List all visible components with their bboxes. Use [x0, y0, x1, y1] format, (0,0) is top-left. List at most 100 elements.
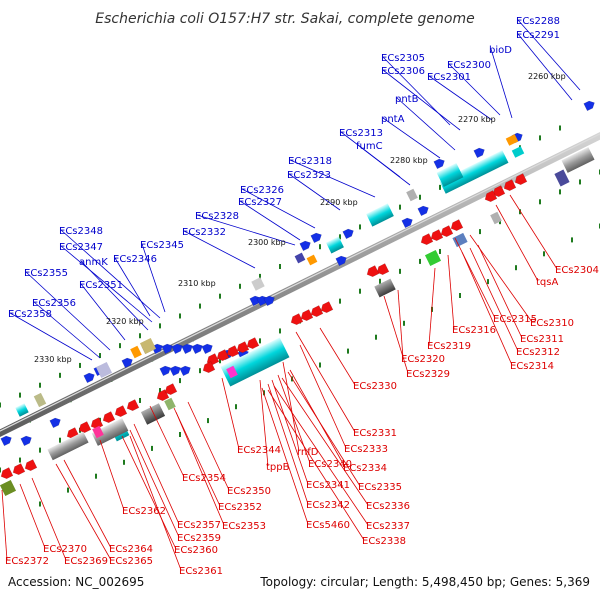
operon-block[interactable]	[436, 162, 464, 188]
forward-gene-label-ecs2327[interactable]: ECs2327	[238, 197, 282, 208]
forward-gene-label-ecs2288[interactable]: ECs2288	[516, 16, 560, 27]
reverse-gene-arrow[interactable]	[483, 190, 498, 204]
forward-gene-label-ecs2345[interactable]: ECs2345	[140, 240, 184, 251]
reverse-gene-label-tppb[interactable]: tppB	[266, 462, 290, 473]
operon-block[interactable]	[452, 232, 468, 248]
forward-gene-arrow[interactable]	[191, 342, 205, 355]
reverse-gene-arrow[interactable]	[502, 179, 517, 193]
reverse-gene-arrow[interactable]	[11, 463, 26, 477]
operon-block[interactable]	[95, 361, 113, 379]
forward-gene-label-ecs2355[interactable]: ECs2355	[24, 268, 68, 279]
operon-block[interactable]	[490, 211, 502, 225]
reverse-gene-arrow[interactable]	[375, 263, 390, 277]
forward-gene-arrow[interactable]	[171, 342, 185, 355]
reverse-gene-arrow[interactable]	[491, 185, 506, 199]
forward-gene-arrow[interactable]	[433, 157, 447, 170]
forward-gene-arrow[interactable]	[299, 239, 313, 252]
reverse-gene-label-ecs2338[interactable]: ECs2338	[362, 536, 406, 547]
operon-block[interactable]	[33, 392, 47, 408]
forward-gene-label-ecs2300[interactable]: ECs2300	[447, 60, 491, 71]
forward-gene-label-pntb[interactable]: pntB	[395, 94, 419, 105]
forward-gene-label-anmk[interactable]: anmK	[79, 257, 108, 268]
reverse-gene-arrow[interactable]	[0, 467, 14, 481]
reverse-gene-label-ecs2344[interactable]: ECs2344	[237, 445, 281, 456]
forward-gene-label-ecs2347[interactable]: ECs2347	[59, 242, 103, 253]
reverse-gene-label-ecs2329[interactable]: ECs2329	[406, 369, 450, 380]
reverse-gene-arrow[interactable]	[245, 337, 260, 351]
operon-block[interactable]	[130, 345, 142, 359]
operon-block[interactable]	[294, 252, 306, 264]
operon-block[interactable]	[374, 278, 396, 298]
operon-block[interactable]	[220, 337, 290, 387]
operon-block[interactable]	[561, 147, 595, 173]
reverse-gene-arrow[interactable]	[225, 345, 240, 359]
reverse-gene-label-ecs2357[interactable]: ECs2357	[177, 520, 221, 531]
reverse-gene-label-ecs2330[interactable]: ECs2330	[353, 381, 397, 392]
reverse-gene-label-rnfd[interactable]: rnfD	[297, 447, 319, 458]
operon-block[interactable]	[326, 236, 344, 254]
forward-gene-arrow[interactable]	[181, 342, 195, 355]
reverse-gene-arrow[interactable]	[125, 399, 140, 413]
forward-gene-arrow[interactable]	[473, 146, 487, 159]
forward-gene-label-ecs2305[interactable]: ECs2305	[381, 53, 425, 64]
forward-gene-arrow[interactable]	[335, 254, 349, 267]
forward-gene-label-ecs2328[interactable]: ECs2328	[195, 211, 239, 222]
operon-block[interactable]	[92, 425, 104, 439]
forward-gene-label-ecs2318[interactable]: ECs2318	[288, 156, 332, 167]
forward-gene-arrow[interactable]	[20, 434, 34, 447]
reverse-gene-label-ecs2350[interactable]: ECs2350	[227, 486, 271, 497]
operon-block[interactable]	[306, 254, 318, 266]
operon-block[interactable]	[439, 150, 509, 194]
forward-gene-label-ecs2348[interactable]: ECs2348	[59, 226, 103, 237]
reverse-gene-label-ecs2316[interactable]: ECs2316	[452, 325, 496, 336]
reverse-gene-label-ecs2310[interactable]: ECs2310	[530, 318, 574, 329]
reverse-gene-label-tqsa[interactable]: tqsA	[536, 277, 558, 288]
reverse-gene-arrow[interactable]	[513, 173, 528, 187]
reverse-gene-label-ecs2369[interactable]: ECs2369	[64, 556, 108, 567]
reverse-gene-label-ecs2354[interactable]: ECs2354	[182, 473, 226, 484]
operon-block[interactable]	[139, 337, 157, 355]
reverse-gene-label-ecs2334[interactable]: ECs2334	[343, 463, 387, 474]
forward-gene-label-fumc[interactable]: fumC	[356, 141, 383, 152]
reverse-gene-label-ecs2337[interactable]: ECs2337	[366, 521, 410, 532]
reverse-gene-label-ecs2312[interactable]: ECs2312	[516, 347, 560, 358]
reverse-gene-label-ecs2340[interactable]: ECs2340	[308, 459, 352, 470]
reverse-gene-label-ecs2331[interactable]: ECs2331	[353, 428, 397, 439]
reverse-gene-arrow[interactable]	[201, 361, 216, 375]
reverse-gene-label-ecs2319[interactable]: ECs2319	[427, 341, 471, 352]
reverse-gene-arrow[interactable]	[23, 459, 38, 473]
forward-gene-arrow[interactable]	[83, 371, 97, 384]
reverse-gene-label-ecs2320[interactable]: ECs2320	[401, 354, 445, 365]
forward-gene-label-ecs2346[interactable]: ECs2346	[113, 254, 157, 265]
forward-gene-arrow[interactable]	[179, 364, 193, 377]
reverse-gene-label-ecs2352[interactable]: ECs2352	[218, 502, 262, 513]
operon-block[interactable]	[0, 479, 17, 497]
reverse-gene-label-ecs2360[interactable]: ECs2360	[174, 545, 218, 556]
reverse-gene-arrow[interactable]	[449, 219, 464, 233]
reverse-gene-label-ecs2304[interactable]: ECs2304	[555, 265, 599, 276]
reverse-gene-label-ecs2365[interactable]: ECs2365	[109, 556, 153, 567]
operon-block[interactable]	[511, 146, 525, 158]
reverse-gene-arrow[interactable]	[319, 301, 334, 315]
reverse-gene-arrow[interactable]	[113, 405, 128, 419]
forward-gene-label-biod[interactable]: bioD	[489, 45, 512, 56]
reverse-gene-label-ecs2370[interactable]: ECs2370	[43, 544, 87, 555]
gene-features[interactable]	[0, 99, 596, 497]
reverse-gene-arrow[interactable]	[309, 305, 324, 319]
forward-gene-arrow[interactable]	[169, 364, 183, 377]
reverse-gene-arrow[interactable]	[429, 229, 444, 243]
reverse-gene-label-ecs2361[interactable]: ECs2361	[179, 566, 223, 577]
reverse-gene-arrow[interactable]	[439, 225, 454, 239]
operon-block[interactable]	[554, 169, 570, 187]
forward-gene-arrow[interactable]	[0, 434, 14, 447]
reverse-gene-label-ecs5460[interactable]: ECs5460	[306, 520, 350, 531]
forward-gene-arrow[interactable]	[263, 294, 277, 307]
reverse-gene-label-ecs2372[interactable]: ECs2372	[5, 556, 49, 567]
reverse-gene-label-ecs2341[interactable]: ECs2341	[306, 480, 350, 491]
forward-gene-label-ecs2326[interactable]: ECs2326	[240, 185, 284, 196]
forward-gene-label-ecs2332[interactable]: ECs2332	[182, 227, 226, 238]
operon-block[interactable]	[15, 403, 29, 417]
operon-block[interactable]	[47, 431, 89, 461]
forward-gene-label-ecs2291[interactable]: ECs2291	[516, 30, 560, 41]
